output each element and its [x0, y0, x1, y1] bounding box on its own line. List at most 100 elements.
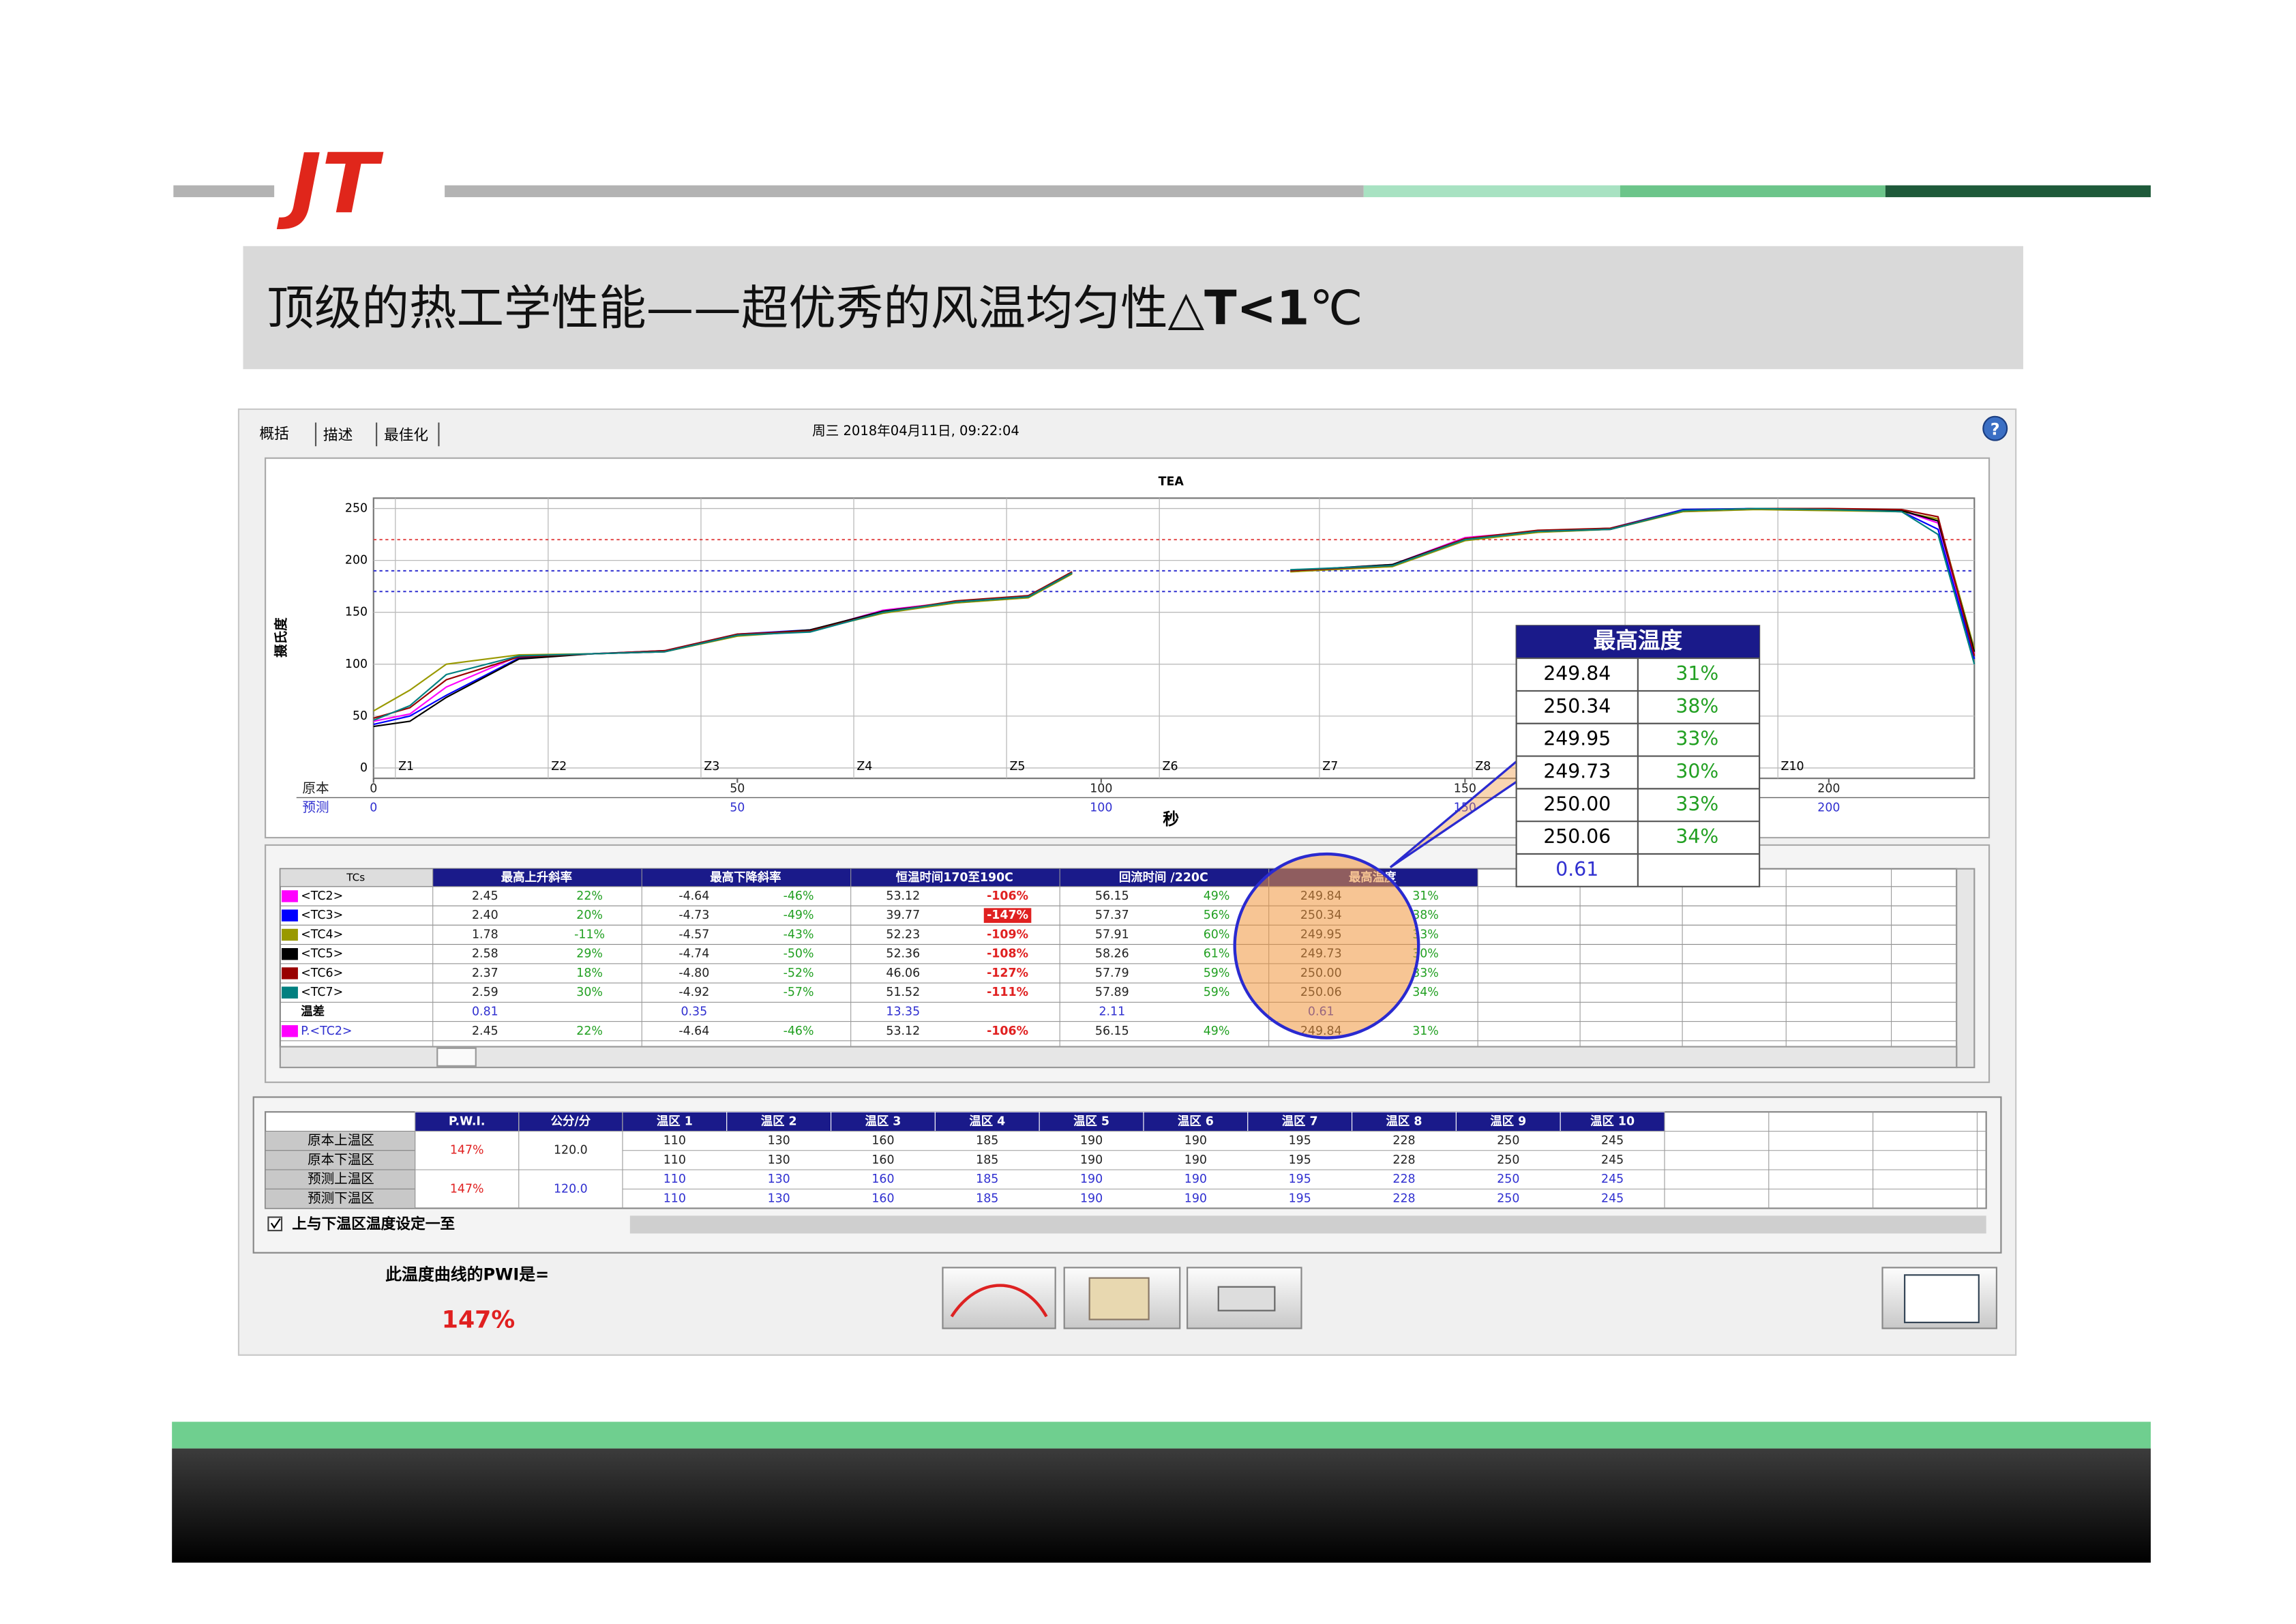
zone-label: Z7: [1322, 760, 1338, 773]
column-header: P.W.I.: [449, 1114, 486, 1128]
table-cell: 0.81: [472, 1005, 498, 1019]
header-bar: [173, 185, 275, 198]
table-cell: 60%: [1204, 928, 1230, 941]
zone-cell: 160: [871, 1192, 894, 1205]
popup-percent: 30%: [1675, 760, 1718, 782]
popup-percent: 38%: [1675, 695, 1718, 718]
zone-cell: 250: [1497, 1172, 1519, 1186]
zone-cell: 185: [976, 1134, 998, 1148]
popup-percent: 31%: [1675, 662, 1718, 685]
table-cell: 20%: [576, 909, 603, 922]
zone-label: Z8: [1475, 760, 1491, 773]
y-tick-label: 100: [345, 658, 368, 671]
table-cell: -127%: [987, 966, 1028, 980]
zone-cell: 190: [1080, 1192, 1103, 1205]
table-cell: 1.78: [472, 928, 498, 941]
table-cell: 59%: [1204, 986, 1230, 999]
header-cell: [280, 868, 434, 887]
pwi-summary-value: 147%: [442, 1307, 515, 1334]
zone-cell: 228: [1392, 1134, 1415, 1148]
help-button[interactable]: [1982, 415, 2008, 441]
table-cell: -4.64: [679, 889, 709, 903]
table-cell: -4.64: [679, 1024, 709, 1038]
header-bar: [1363, 185, 1620, 198]
y-axis-label: 摄氏度: [273, 617, 289, 658]
color-swatch: [282, 986, 298, 999]
x-tick-label: 100: [1090, 782, 1112, 795]
header-bar: [1885, 185, 2151, 198]
x-tick-label: 50: [730, 801, 745, 815]
title-unit: ℃: [1309, 280, 1362, 336]
header-cell: [415, 1111, 520, 1132]
header-cell: [432, 868, 642, 887]
header-cell: [850, 868, 1060, 887]
column-header: 温区 6: [1178, 1114, 1214, 1128]
table-cell: 56.15: [1095, 889, 1129, 903]
header-cell: [934, 1111, 1040, 1132]
scroll-thumb: [436, 1047, 477, 1067]
zone-cell: 190: [1080, 1172, 1103, 1186]
row-label: <TC2>: [301, 889, 343, 903]
header-bar: [1620, 185, 1885, 198]
pwi-cell: 147%: [450, 1182, 484, 1196]
popup-value: 250.00: [1543, 793, 1611, 815]
x-tick-label: 150: [1454, 782, 1476, 795]
table-cell: -46%: [784, 889, 814, 903]
logo: JT: [276, 135, 384, 232]
table-cell: -106%: [987, 889, 1028, 903]
row-label: 原本下温区: [308, 1151, 374, 1167]
table-cell: 46.06: [886, 966, 920, 980]
table-cell: -4.73: [679, 909, 709, 922]
table-cell: -111%: [987, 986, 1028, 999]
row-label: <TC4>: [301, 928, 343, 941]
zone-cell: 160: [871, 1172, 894, 1186]
row-label: 原本上温区: [308, 1132, 374, 1148]
table-cell: 52.23: [886, 928, 920, 941]
table-cell: -4.74: [679, 947, 709, 961]
y-tick-label: 150: [345, 606, 368, 619]
x-tick-label: 50: [730, 782, 745, 795]
zone-label: Z5: [1009, 760, 1025, 773]
table-cell: 59%: [1204, 966, 1230, 980]
date: 周三 2018年04月11日, 09:22:04: [812, 423, 1019, 439]
zone-cell: 190: [1184, 1134, 1207, 1148]
table-cell: -43%: [784, 928, 814, 941]
zone-label: Z4: [856, 760, 872, 773]
tab[interactable]: 概括: [259, 426, 288, 443]
column-header: 温区 5: [1073, 1114, 1109, 1128]
zone-label: Z1: [398, 760, 414, 773]
y-tick-label: 250: [345, 502, 368, 516]
x-row-label: 原本: [302, 780, 329, 796]
column-header: 温区 9: [1490, 1114, 1526, 1128]
tab[interactable]: 最佳化: [384, 427, 428, 444]
popup-percent: 33%: [1675, 793, 1718, 815]
table-cell: 34%: [1412, 986, 1439, 999]
scrollbar: [629, 1215, 1986, 1234]
column-header: 温区 4: [969, 1114, 1005, 1128]
x-tick-label: 150: [1454, 801, 1476, 815]
row-label: <TC7>: [301, 986, 343, 999]
zone-cell: 185: [976, 1172, 998, 1186]
column-header: 温区 1: [657, 1114, 693, 1128]
table-cell: 57.89: [1095, 986, 1129, 999]
color-swatch: [282, 928, 298, 941]
zone-cell: 185: [976, 1192, 998, 1205]
popup-title: 最高温度: [1594, 628, 1683, 653]
button-icon: [950, 1284, 1048, 1318]
table-cell: 31%: [1412, 1024, 1439, 1038]
table-cell: -106%: [987, 1024, 1028, 1038]
table-cell: 2.59: [472, 986, 498, 999]
header-cell: [642, 868, 851, 887]
header-cell: [831, 1111, 936, 1132]
pwi-summary-label: 此温度曲线的PWI是=: [385, 1265, 549, 1284]
column-header: 最高下降斜率: [710, 870, 781, 885]
table-cell: 39.77: [886, 909, 920, 922]
table-cell: 13.35: [886, 1005, 920, 1019]
popup-value: 250.34: [1543, 695, 1611, 718]
tab[interactable]: 描述: [323, 427, 353, 444]
checkbox-label: 上与下温区温度设定一至: [292, 1215, 455, 1232]
row-header: [265, 1130, 416, 1151]
x-axis-label: 秒: [1163, 810, 1179, 829]
button-icon: [1904, 1274, 1980, 1323]
profile-button[interactable]: [942, 1267, 1056, 1329]
